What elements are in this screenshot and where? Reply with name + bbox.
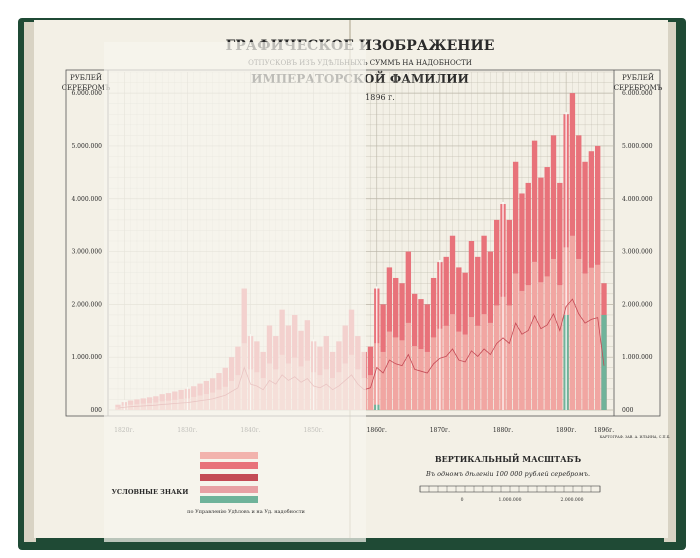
bar-lower [468,317,475,410]
bar-lower [449,314,456,410]
bar-lower [475,325,481,410]
bar-lower [424,351,430,410]
bar-lower [582,273,588,410]
decade-label: 1896г. [594,427,614,434]
scale-tick-2: 2.000.000 [561,497,584,503]
y-tick-label-left: 2.000.000 [71,301,102,308]
decade-label: 1880г. [493,427,513,434]
y-tick-label-left: 5.000.000 [71,143,102,150]
bar-lower [462,334,468,410]
right-unit-1: РУБЛЕЙ [622,73,654,82]
y-tick-labels-right: 000 1.000.000 2.000.000 3.000.000 4.000.000 5… [622,90,653,414]
bar-lower [487,322,494,410]
scale-tick-1: 1.000.000 [499,497,522,503]
y-tick-label-left: 6.000.000 [71,90,102,97]
bar-lower [393,337,399,410]
right-unit-2: СЕРЕБРОМЪ [614,84,663,92]
scale-tick-0: 0 [461,497,464,503]
bar-lower [595,264,601,410]
y-tick-label-right: 000 [622,407,634,414]
bar-lower [512,273,519,410]
bar-lower [494,305,500,410]
bar-lower [405,322,412,410]
legend-title: УСЛОВНЫЕ ЗНАКИ [112,488,189,496]
y-tick-label-right: 5.000.000 [622,143,653,150]
legend-swatch-5 [200,496,258,503]
y-tick-label-left: 4.000.000 [71,196,102,203]
bar-lower [538,282,544,410]
bar-lower [481,314,487,410]
decade-label: 1860г. [367,427,387,434]
legend-footer: по Управленію Удѣловъ и на Уд. надобност… [187,508,305,515]
bar-lower [367,375,374,410]
y-tick-label-right: 1.000.000 [622,354,653,361]
y-tick-label-left: 000 [91,407,103,414]
y-tick-label-left: 3.000.000 [71,249,102,256]
bar-lower [411,346,418,410]
bar-lower [380,351,386,410]
decade-label: 1890г. [556,427,576,434]
left-unit-1: РУБЛЕЙ [70,73,102,82]
bar-lower [456,331,462,410]
decade-label: 1870г. [430,427,450,434]
bar-lower [506,305,513,410]
y-tick-label-right: 4.000.000 [622,196,653,203]
bar-lower [550,258,557,410]
publisher: КАРТОГРАФ. ЗАВ. А. ИЛЬИНА, С.П.Б. [600,435,671,439]
y-tick-label-right: 6.000.000 [622,90,653,97]
y-tick-labels-left: 000 1.000.000 2.000.000 3.000.000 4.000.000 5… [71,90,102,414]
bar-lower [531,261,538,410]
bar-lower [569,235,576,410]
bar-lower [443,325,449,410]
bar-lower [418,349,424,410]
bar-lower [544,276,550,410]
y-tick-label-right: 3.000.000 [622,249,653,256]
bar-green [601,314,607,410]
legend-swatch-4 [200,486,258,493]
legend-swatch-1 [200,452,258,459]
y-tick-label-left: 1.000.000 [71,354,102,361]
bar-lower [386,331,393,410]
bar-lower [519,290,525,410]
bar-lower [525,285,531,410]
y-tick-label-right: 2.000.000 [622,301,653,308]
page-edge-left [24,22,36,542]
left-unit-2: СЕРЕБРОМЪ [62,84,111,92]
legend-swatch-3 [200,474,258,481]
legend-swatch-2 [200,462,258,469]
bar-lower [557,285,563,410]
bar-lower [576,258,582,410]
bar-lower [399,340,405,410]
scale-title: ВЕРТИКАЛЬНЫЙ МАСШТАБЪ [435,454,582,464]
scale-bar-ticks [419,486,601,492]
bar-lower [430,337,437,410]
bar-lower [588,267,595,410]
chart-year-line: 1896 г. [365,93,395,102]
scale-subtitle: Въ одномъ дѣленіи 100 000 рублей серебро… [425,470,590,478]
